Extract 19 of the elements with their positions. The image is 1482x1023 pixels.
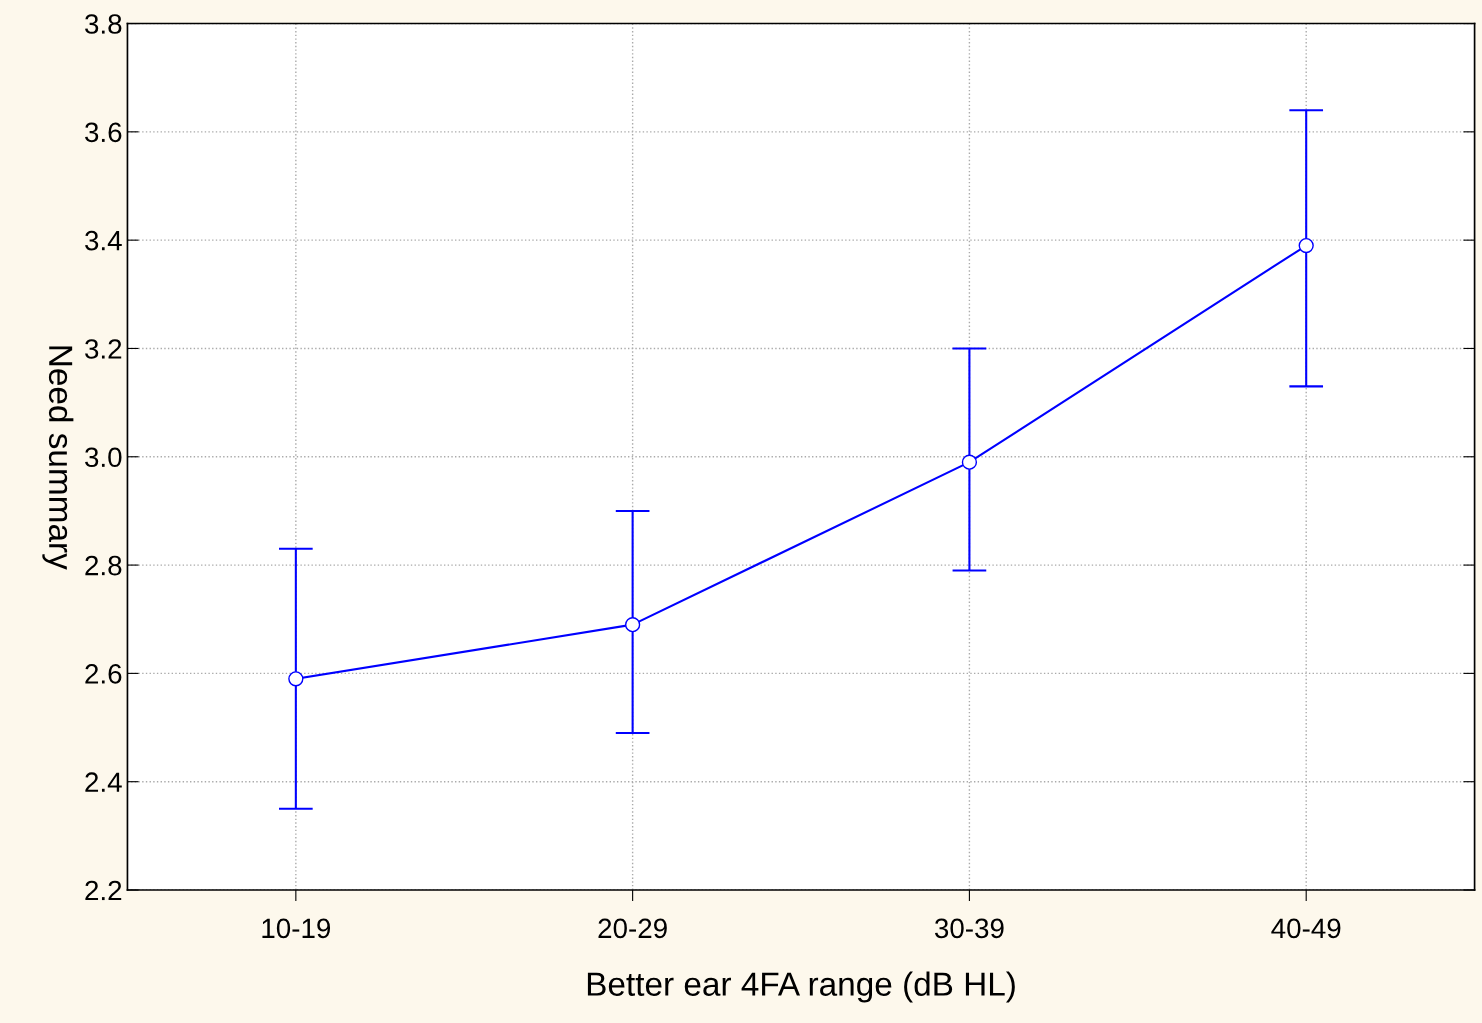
y-tick-label: 2.6 (85, 664, 122, 684)
y-tick-label: 3.4 (85, 230, 122, 251)
y-tick-label: 3.8 (85, 14, 122, 34)
point (624, 617, 641, 633)
y-tick-label: 2.4 (85, 772, 122, 792)
y-tick-label: 3.2 (85, 339, 122, 359)
x-tick-label: 10-19 (262, 918, 331, 939)
y-axis-title: Need summary (42, 346, 74, 570)
point (288, 671, 304, 687)
point (961, 454, 978, 470)
y-tick-label: 3.0 (85, 447, 122, 468)
point (1298, 237, 1314, 254)
y-tick-label: 2.8 (85, 555, 122, 576)
x-tick-label: 40-49 (1271, 918, 1341, 939)
x-tick-label: 20-29 (598, 918, 667, 939)
y-tick-label: 3.6 (85, 122, 122, 143)
x-axis-title: Better ear 4FA range (dB HL) (587, 971, 1015, 1003)
y-tick-label: 2.2 (85, 880, 122, 901)
x-tick-label: 30-39 (934, 918, 1004, 939)
